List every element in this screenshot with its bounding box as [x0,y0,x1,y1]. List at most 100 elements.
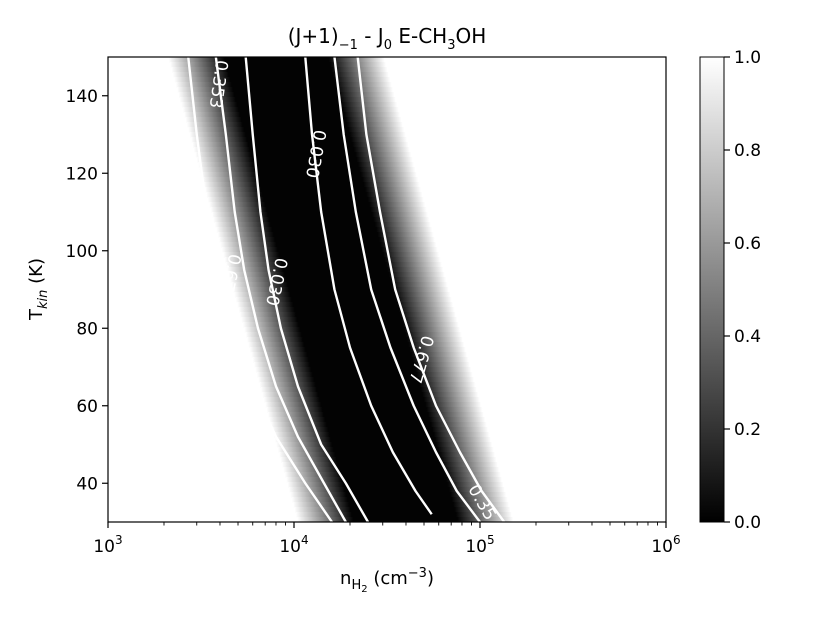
heatmap-row [237,302,454,308]
heatmap-row [258,377,475,383]
heatmap-row [255,367,472,373]
heatmap-row [212,212,428,218]
heatmap-row [231,282,448,288]
heatmap-row [206,192,423,198]
heatmap-row [290,492,507,498]
colorbar-tick-label: 1.0 [734,48,761,68]
contour-line-0.677 [187,57,333,522]
heatmap-row [293,502,509,508]
heatmap-row [199,167,416,173]
heatmap-row [259,382,476,388]
colorbar-tick-label: 0.6 [734,234,761,254]
heatmap-row [181,102,398,108]
heatmap-row [177,87,393,93]
heatmap-row [291,497,508,503]
heatmap-row [263,397,480,403]
y-tick-label: 40 [76,474,98,494]
heatmap-row [195,152,412,158]
x-axis: 103 104 105 106 [93,522,681,557]
contour-line-0.677 [356,57,506,522]
heatmap-row [235,297,452,303]
x-axis-label: nH2 (cm−3) [340,566,434,595]
heatmap-row [273,432,490,438]
heatmap-row [284,472,501,478]
colorbar-tick-label: 0.4 [734,327,761,347]
heatmap-row [205,187,421,193]
heatmap-row [210,207,427,213]
heatmap-row [175,82,392,88]
heatmap-row [184,112,400,118]
heatmap-row [234,292,451,298]
heatmap-row [238,307,455,313]
contour-line-0.353 [214,57,347,522]
x-tick-label: 103 [93,533,122,557]
heatmap-row [200,172,417,178]
heatmap-row [223,252,440,258]
heatmap-row [256,372,473,378]
heatmap-row [233,287,449,293]
y-tick-label: 140 [66,87,98,107]
contour-line-0.030 [304,57,433,515]
heatmap-row [182,107,399,113]
heatmap-row [251,352,468,358]
y-axis: 40 60 80 100 120 140 [66,87,108,494]
y-axis-label: Tkin (K) [26,258,51,321]
heatmap-row [192,142,409,148]
heatmap-row [244,327,461,333]
heatmap-row [179,97,396,103]
heatmap-row [203,182,420,188]
heatmap-row [279,452,495,458]
heatmap-row [294,507,511,513]
heatmap-row [242,322,459,328]
heatmap-row [286,477,502,483]
heatmap-row [254,362,470,368]
heatmap-row [191,137,407,143]
x-tick-label: 105 [465,533,494,557]
heatmap-row [230,277,447,283]
heatmap-row [189,132,406,138]
colorbar-tick-label: 0.2 [734,420,761,440]
heatmap-row [174,77,391,83]
heatmap-row [196,157,413,163]
heatmap-row [226,262,442,268]
heatmap-row [168,57,385,63]
heatmap-row [227,267,444,273]
x-tick-label: 106 [651,533,680,557]
heatmap-row [224,257,441,263]
heatmap-row [297,517,514,522]
heatmap-row [248,342,465,348]
colorbar-tick-label: 0.0 [734,513,761,533]
heatmap-row [198,162,414,168]
heatmap-row [171,67,388,73]
y-tick-label: 80 [76,319,98,339]
heatmap-row [245,332,462,338]
chart-title: (J+1)−1 - J0 E-CH3OH [288,24,487,53]
heatmap-row [272,427,489,433]
heatmap-row [170,62,386,68]
heatmap-row [282,462,498,468]
heatmap-row [289,487,505,493]
heatmap-row [280,457,497,463]
heatmap-row [261,387,477,393]
heatmap-row [266,407,483,413]
heatmap-row [178,92,395,98]
colorbar-gradient [699,56,725,523]
heatmap-row [185,117,402,123]
heatmap-row [296,512,512,518]
heatmap-row [188,127,405,133]
contour-line-0.353 [333,57,481,522]
heatmap-row [221,247,438,253]
y-tick-label: 120 [66,164,98,184]
heatmap-row [276,442,493,448]
heatmap-row [220,242,437,248]
heatmap-row [287,482,504,488]
heatmap-row [247,337,463,343]
heatmap-row [265,402,482,408]
plot-frame [107,56,667,523]
heatmap-row [270,422,487,428]
x-tick-label: 104 [279,533,308,557]
heatmap-row [283,467,500,473]
heatmap-row [202,177,419,183]
